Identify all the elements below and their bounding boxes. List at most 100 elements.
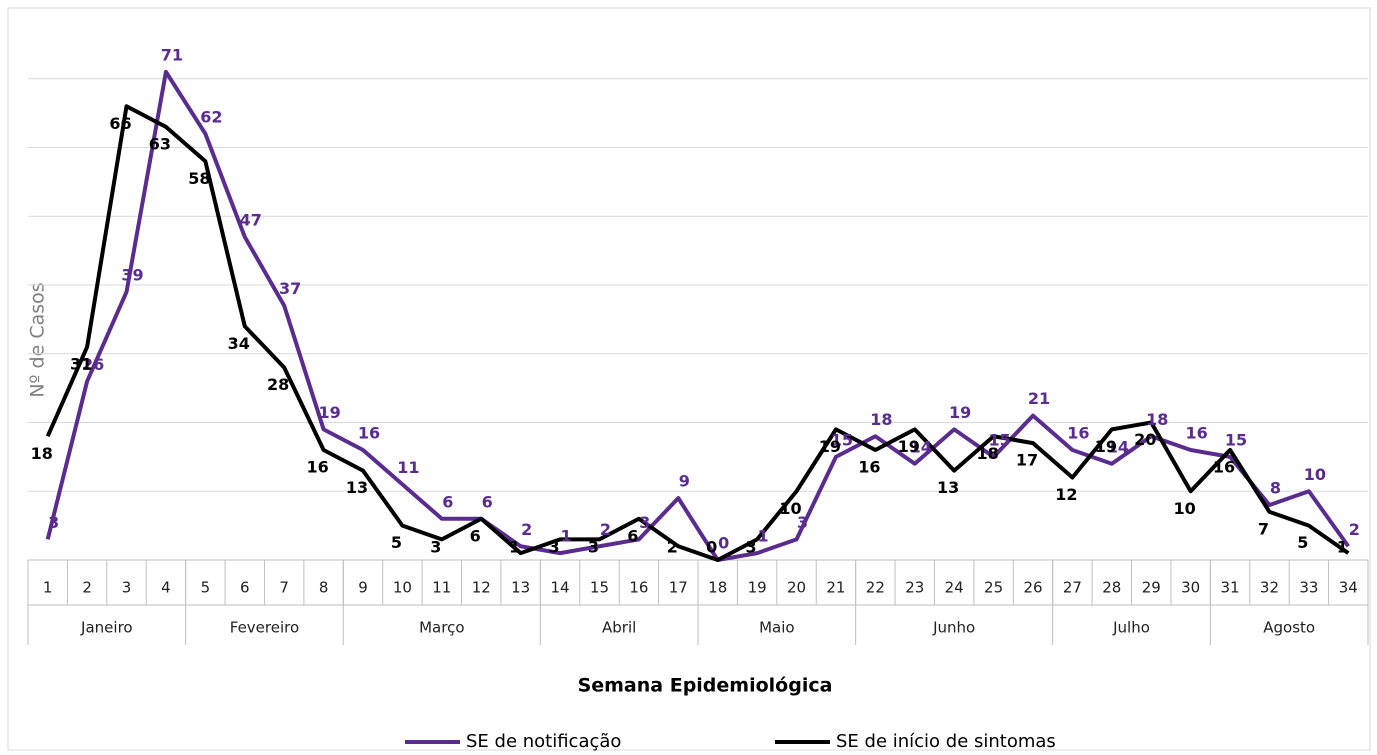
data-label: 2 xyxy=(521,520,532,539)
x-axis-label: Semana Epidemiológica xyxy=(578,675,833,697)
data-label: 19 xyxy=(949,403,971,422)
data-label: 20 xyxy=(1134,430,1156,449)
data-label: 66 xyxy=(109,114,131,133)
series-line xyxy=(45,69,1350,562)
data-label: 10 xyxy=(1304,465,1326,484)
data-label: 1 xyxy=(509,538,520,557)
x-tick-label: 25 xyxy=(984,579,1003,597)
x-tick-label: 2 xyxy=(82,579,92,597)
data-label: 16 xyxy=(1067,424,1089,443)
series-line xyxy=(45,104,1350,562)
x-tick-label: 30 xyxy=(1181,579,1200,597)
group-label: Fevereiro xyxy=(230,619,299,637)
data-label: 5 xyxy=(391,533,402,552)
data-label: 18 xyxy=(870,410,892,429)
data-label: 28 xyxy=(267,375,289,394)
legend-label: SE de notificação xyxy=(466,731,621,752)
data-label: 5 xyxy=(1297,533,1308,552)
data-label: 14 xyxy=(910,437,932,456)
group-label: Julho xyxy=(1112,619,1150,637)
data-label: 16 xyxy=(306,458,328,477)
x-tick-label: 27 xyxy=(1063,579,1082,597)
x-tick-label: 9 xyxy=(358,579,368,597)
data-label: 21 xyxy=(1028,389,1050,408)
data-label: 0 xyxy=(706,538,717,557)
data-label: 15 xyxy=(1225,430,1247,449)
data-label: 12 xyxy=(1055,485,1077,504)
data-label: 1 xyxy=(1337,538,1348,557)
data-label: 8 xyxy=(1270,479,1281,498)
x-tick-label: 20 xyxy=(787,579,806,597)
data-label: 17 xyxy=(1016,451,1038,470)
data-label: 2 xyxy=(1349,520,1360,539)
group-label: Agosto xyxy=(1263,619,1315,637)
x-tick-label: 34 xyxy=(1339,579,1358,597)
group-label: Maio xyxy=(759,619,794,637)
data-label: 11 xyxy=(397,458,419,477)
data-label: 39 xyxy=(121,265,143,284)
x-tick-label: 32 xyxy=(1260,579,1279,597)
data-label: 34 xyxy=(228,334,250,353)
chart-border xyxy=(7,7,1371,751)
legend-label: SE de início de sintomas xyxy=(836,731,1056,752)
data-label: 6 xyxy=(442,492,453,511)
x-tick-label: 33 xyxy=(1299,579,1318,597)
data-label: 6 xyxy=(482,492,493,511)
x-tick-label: 13 xyxy=(511,579,530,597)
x-tick-label: 21 xyxy=(826,579,845,597)
data-label: 6 xyxy=(470,526,481,545)
data-label: 2 xyxy=(600,520,611,539)
data-label: 16 xyxy=(1186,424,1208,443)
x-tick-label: 24 xyxy=(945,579,964,597)
data-label: 7 xyxy=(1258,519,1269,538)
data-label: 3 xyxy=(548,538,559,557)
x-tick-label: 14 xyxy=(551,579,570,597)
data-label: 18 xyxy=(976,444,998,463)
y-axis-label: Nº de Casos xyxy=(27,282,49,397)
data-label: 14 xyxy=(1107,437,1129,456)
data-label: 0 xyxy=(718,534,729,553)
data-label: 58 xyxy=(188,169,210,188)
data-label: 19 xyxy=(318,403,340,422)
data-label: 26 xyxy=(82,355,104,374)
data-label: 19 xyxy=(819,437,841,456)
data-label: 10 xyxy=(779,499,801,518)
x-tick-label: 19 xyxy=(748,579,767,597)
data-label: 3 xyxy=(639,513,650,532)
data-label: 3 xyxy=(797,513,808,532)
data-label: 1 xyxy=(758,527,769,546)
data-label: 13 xyxy=(346,478,368,497)
data-label: 71 xyxy=(161,45,183,64)
x-tick-label: 31 xyxy=(1221,579,1240,597)
x-tick-label: 5 xyxy=(201,579,211,597)
data-label: 47 xyxy=(240,210,262,229)
x-tick-label: 4 xyxy=(161,579,171,597)
group-label: Março xyxy=(419,619,464,637)
data-label: 3 xyxy=(588,538,599,557)
x-tick-label: 26 xyxy=(1023,579,1042,597)
data-label: 13 xyxy=(937,478,959,497)
x-tick-label: 29 xyxy=(1142,579,1161,597)
data-label: 3 xyxy=(48,513,59,532)
x-tick-label: 17 xyxy=(669,579,688,597)
x-tick-label: 7 xyxy=(279,579,289,597)
x-tick-label: 12 xyxy=(472,579,491,597)
data-label: 16 xyxy=(858,458,880,477)
data-label: 63 xyxy=(149,134,171,153)
data-label: 62 xyxy=(200,107,222,126)
data-label: 1 xyxy=(560,527,571,546)
data-label: 18 xyxy=(1146,410,1168,429)
x-tick-label: 18 xyxy=(708,579,727,597)
group-label: Abril xyxy=(602,619,636,637)
data-label: 10 xyxy=(1174,499,1196,518)
x-tick-label: 11 xyxy=(432,579,451,597)
x-tick-label: 8 xyxy=(319,579,329,597)
x-tick-label: 16 xyxy=(629,579,648,597)
data-label: 3 xyxy=(746,538,757,557)
x-tick-label: 6 xyxy=(240,579,250,597)
data-label: 16 xyxy=(358,424,380,443)
x-tick-label: 10 xyxy=(393,579,412,597)
data-label: 9 xyxy=(679,472,690,491)
data-label: 2 xyxy=(667,538,678,557)
